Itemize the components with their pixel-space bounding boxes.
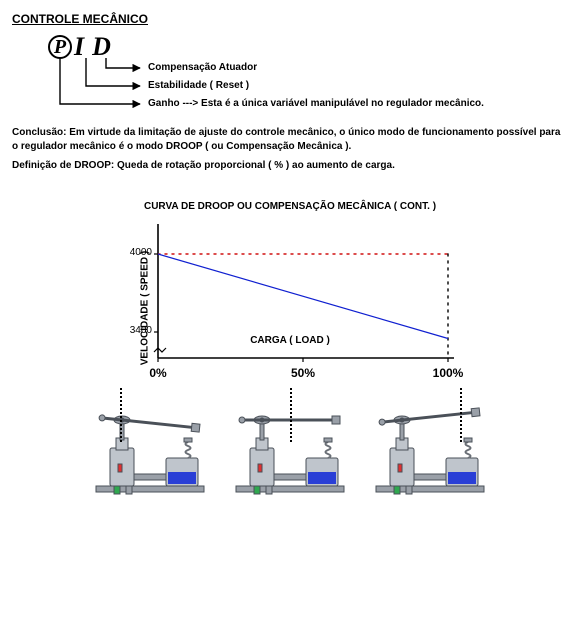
conclusion-text: Conclusão: Em virtude da limitação de aj…: [12, 126, 568, 153]
chart-plot-area: VELOCIDADE ( SPEED ) 400034000%50%100%CA…: [110, 218, 470, 398]
governor-row-wrap: [90, 404, 490, 554]
definition-text: Definição de DROOP: Queda de rotação pro…: [12, 159, 568, 173]
chart-drop-line: [460, 388, 462, 442]
chart-drop-line: [120, 388, 122, 442]
pid-d-label: Compensação Atuador: [148, 62, 257, 73]
chart-drop-line: [290, 388, 292, 442]
pid-block: P I D Compensação Atuador Estabilidade (…: [48, 32, 568, 120]
governor-100pct: [370, 404, 490, 500]
pid-i-label: Estabilidade ( Reset ): [148, 80, 249, 91]
droop-chart: CURVA DE DROOP OU COMPENSAÇÃO MECÂNICA (…: [12, 201, 568, 554]
chart-title: CURVA DE DROOP OU COMPENSAÇÃO MECÂNICA (…: [12, 201, 568, 212]
governor-0pct: [90, 404, 210, 500]
pid-p-label: Ganho ---> Esta é a única variável manip…: [148, 98, 484, 109]
page-title: CONTROLE MECÂNICO: [12, 12, 568, 26]
